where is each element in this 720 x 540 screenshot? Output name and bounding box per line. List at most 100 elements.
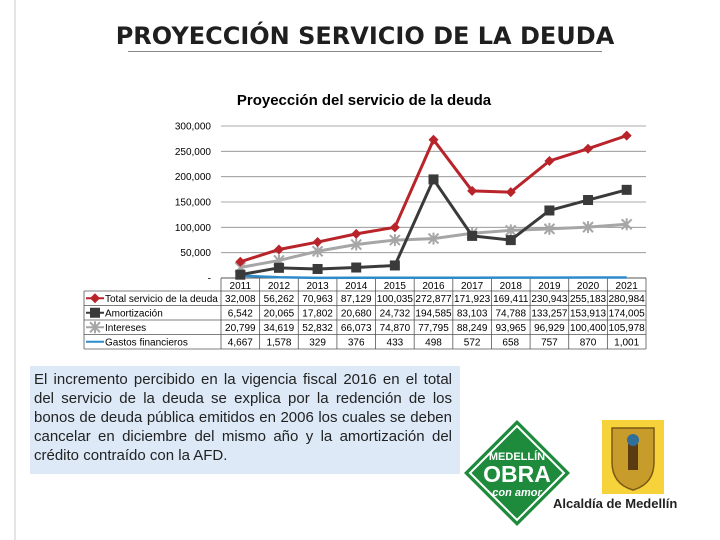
table-cell: 1,001	[614, 337, 639, 348]
data-point	[543, 222, 556, 235]
table-cell: 1,578	[266, 337, 291, 348]
data-point	[427, 232, 440, 245]
table-cell: 230,943	[531, 294, 568, 305]
data-point	[505, 235, 516, 246]
data-point	[350, 238, 362, 251]
y-tick-label: -	[208, 274, 211, 285]
table-cell: 34,619	[264, 323, 295, 334]
table-cell: 4,667	[228, 337, 253, 348]
table-cell: 105,978	[609, 323, 646, 334]
data-point	[621, 184, 632, 195]
table-cell: 171,923	[454, 294, 491, 305]
table-cell: 433	[387, 337, 404, 348]
org-name: Alcaldía de Medellín	[553, 496, 678, 511]
x-category-label: 2016	[422, 281, 445, 292]
table-cell: 70,963	[302, 294, 333, 305]
logo-line1: MEDELLÍN	[489, 450, 545, 463]
y-tick-label: 100,000	[175, 223, 212, 234]
x-category-label: 2020	[577, 281, 600, 292]
table-cell: 52,832	[302, 323, 333, 334]
x-category-label: 2011	[230, 281, 252, 292]
legend-label: Intereses	[105, 323, 146, 334]
x-category-label: 2013	[306, 281, 329, 292]
title-underline	[128, 51, 602, 52]
table-cell: 20,799	[225, 323, 256, 334]
data-point	[273, 262, 284, 273]
series-line	[240, 274, 627, 280]
page-title: PROYECCIÓN SERVICIO DE LA DEUDA	[115, 22, 615, 50]
table-cell: 93,965	[495, 323, 526, 334]
x-category-label: 2012	[268, 281, 291, 292]
data-point	[90, 307, 100, 318]
data-point	[428, 134, 439, 145]
table-cell: 757	[541, 337, 558, 348]
data-point	[583, 143, 594, 154]
chart-title: Proyección del servicio de la deuda	[236, 92, 492, 109]
table-cell: 498	[425, 337, 442, 348]
table-cell: 133,257	[531, 308, 568, 319]
logo-line3: con amor	[492, 487, 542, 499]
table-cell: 88,249	[457, 323, 488, 334]
legend-label: Amortización	[105, 308, 163, 319]
data-point	[235, 256, 246, 267]
table-cell: 66,073	[341, 323, 372, 334]
data-point	[620, 218, 633, 231]
table-cell: 100,400	[570, 323, 607, 334]
table-cell: 20,065	[264, 308, 295, 319]
data-point	[505, 224, 517, 237]
data-point	[621, 130, 632, 141]
x-category-label: 2014	[345, 281, 368, 292]
table-cell: 74,788	[495, 308, 526, 319]
data-point	[235, 269, 246, 280]
table-cell: 169,411	[493, 294, 529, 305]
data-point	[351, 228, 362, 239]
left-accent-bar	[14, 0, 16, 540]
medellin-logo: MEDELLÍN OBRA con amor	[464, 420, 664, 526]
data-point	[389, 260, 400, 271]
table-cell: 572	[464, 337, 481, 348]
y-tick-label: 300,000	[175, 122, 212, 133]
table-cell: 20,680	[341, 308, 372, 319]
table-cell: 74,870	[380, 323, 411, 334]
table-cell: 96,929	[534, 323, 565, 334]
table-cell: 87,129	[341, 294, 372, 305]
data-point	[467, 185, 478, 196]
explanation-note: El incremento percibido en la vigencia f…	[30, 366, 460, 474]
data-point	[312, 237, 323, 248]
data-point	[467, 230, 478, 241]
data-point	[544, 155, 555, 166]
series-intereses	[234, 218, 633, 274]
chart-panel	[80, 78, 660, 352]
x-category-label: 2019	[538, 281, 561, 292]
table-cell: 17,802	[302, 308, 333, 319]
y-tick-label: 250,000	[175, 147, 212, 158]
data-point	[351, 262, 362, 273]
x-category-label: 2018	[500, 281, 523, 292]
data-point	[89, 321, 101, 334]
series-gastos-financieros	[240, 274, 627, 280]
legend-label: Gastos financieros	[105, 337, 188, 348]
legend-label: Total servicio de la deuda	[105, 294, 218, 305]
table-cell: 153,913	[570, 308, 607, 319]
city-seal-icon	[602, 420, 664, 494]
y-tick-label: 200,000	[175, 172, 212, 183]
table-cell: 280,984	[609, 294, 646, 305]
data-point	[312, 263, 323, 274]
table-cell: 174,005	[609, 308, 646, 319]
logo-badge: MEDELLÍN OBRA con amor	[464, 420, 570, 526]
series-total-servicio-de-la-deuda	[235, 130, 632, 267]
data-point	[428, 174, 439, 185]
table-cell: 6,542	[228, 308, 253, 319]
table-cell: 255,183	[570, 294, 607, 305]
data-point	[544, 205, 555, 216]
y-tick-label: 150,000	[175, 198, 212, 209]
table-cell: 100,035	[377, 294, 414, 305]
table-cell: 870	[580, 337, 597, 348]
data-point	[90, 293, 100, 304]
x-category-label: 2017	[461, 281, 484, 292]
series-amortizaci-n	[235, 174, 632, 280]
data-point	[389, 222, 400, 233]
x-category-label: 2015	[384, 281, 407, 292]
data-point	[311, 245, 324, 258]
